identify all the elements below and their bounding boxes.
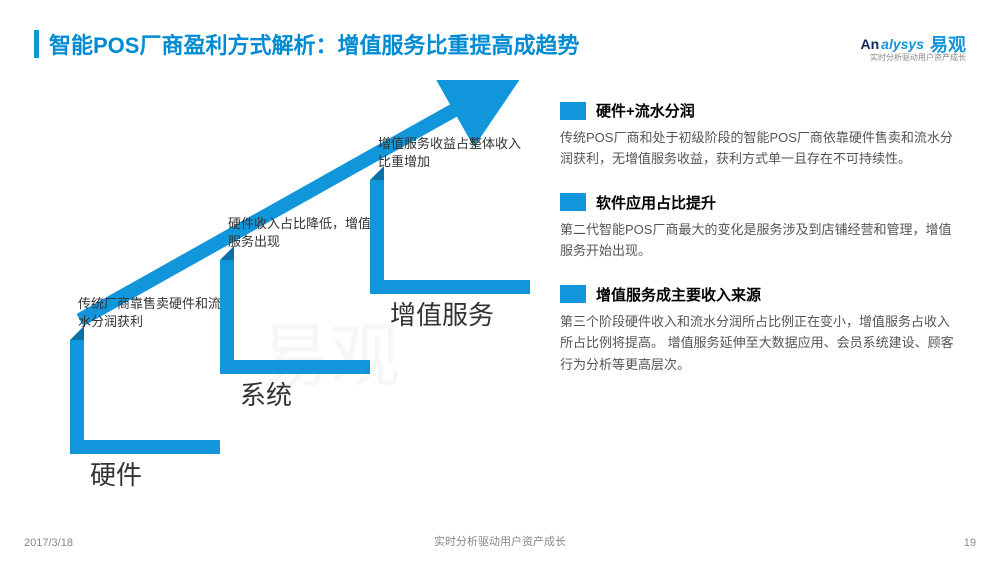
step-1-label: 硬件 <box>90 455 142 492</box>
step-diagram: 硬件传统厂商靠售卖硬件和流水分润获利系统硬件收入占比降低，增值服务出现增值服务增… <box>60 80 540 480</box>
bullet-2-head: 软件应用占比提升 <box>560 192 960 213</box>
bullet-2: 软件应用占比提升第二代智能POS厂商最大的变化是服务涉及到店铺经营和管理，增值服… <box>560 192 960 262</box>
bullet-2-marker <box>560 193 586 211</box>
step-1-vertical <box>70 340 84 440</box>
bullet-1-marker <box>560 102 586 120</box>
step-3-vertical <box>370 180 384 280</box>
logo-part-alysys: alysys <box>881 36 924 52</box>
step-2-caption: 硬件收入占比降低，增值服务出现 <box>228 215 378 251</box>
bullet-3-head: 增值服务成主要收入来源 <box>560 284 960 305</box>
step-2-label: 系统 <box>240 375 292 412</box>
bullet-column: 硬件+流水分润传统POS厂商和处于初级阶段的智能POS厂商依靠硬件售卖和流水分润… <box>560 100 960 397</box>
footer-page: 19 <box>964 537 976 549</box>
bullet-1-title: 硬件+流水分润 <box>596 100 695 121</box>
logo-part-an: An <box>861 36 880 52</box>
step-3-caption: 增值服务收益占整体收入比重增加 <box>378 135 528 171</box>
step-1-caption: 传统厂商靠售卖硬件和流水分润获利 <box>78 295 228 331</box>
title-wrap: 智能POS厂商盈利方式解析：增值服务比重提高成趋势 <box>34 28 579 60</box>
bullet-3: 增值服务成主要收入来源第三个阶段硬件收入和流水分润所占比例正在变小，增值服务占收… <box>560 284 960 375</box>
bullet-3-title: 增值服务成主要收入来源 <box>596 284 761 305</box>
footer-center: 实时分析驱动用户资产成长 <box>0 533 1000 549</box>
step-2-horizontal <box>220 360 370 374</box>
bullet-2-title: 软件应用占比提升 <box>596 192 716 213</box>
step-2-vertical <box>220 260 234 360</box>
title-accent-bar <box>34 30 39 58</box>
bullet-1-body: 传统POS厂商和处于初级阶段的智能POS厂商依靠硬件售卖和流水分润获利，无增值服… <box>560 127 960 170</box>
brand-tagline: 实时分析驱动用户资产成长 <box>870 52 966 63</box>
bullet-3-body: 第三个阶段硬件收入和流水分润所占比例正在变小，增值服务占收入所占比例将提高。 增… <box>560 311 960 375</box>
step-3-horizontal <box>370 280 530 294</box>
bullet-2-body: 第二代智能POS厂商最大的变化是服务涉及到店铺经营和管理，增值服务开始出现。 <box>560 219 960 262</box>
bullet-3-marker <box>560 285 586 303</box>
page-title: 智能POS厂商盈利方式解析：增值服务比重提高成趋势 <box>49 28 579 60</box>
step-3-label: 增值服务 <box>390 295 494 332</box>
bullet-1-head: 硬件+流水分润 <box>560 100 960 121</box>
step-1-horizontal <box>70 440 220 454</box>
title-bar: 智能POS厂商盈利方式解析：增值服务比重提高成趋势 Analysys 易观 <box>34 28 966 60</box>
bullet-1: 硬件+流水分润传统POS厂商和处于初级阶段的智能POS厂商依靠硬件售卖和流水分润… <box>560 100 960 170</box>
